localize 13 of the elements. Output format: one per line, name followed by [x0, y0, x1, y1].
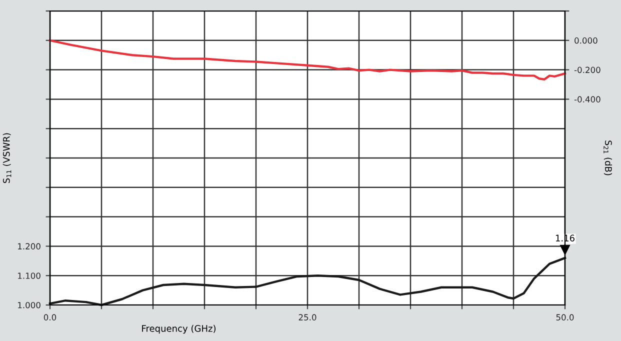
x-tick-label: 25.0: [298, 314, 316, 320]
x-tick-label: 50.0: [556, 314, 574, 320]
y2-tick-label: -0.400: [574, 96, 600, 102]
y-tick-label: 1.200: [18, 243, 40, 250]
line-series: [48, 39, 566, 80]
y2-tick-label: -0.200: [574, 66, 600, 74]
y-tick-label: 1.000: [18, 302, 40, 308]
y2-axis-title: S$_{21}$ (dB): [604, 140, 612, 176]
y-tick-label: 1.100: [18, 272, 40, 279]
y-axis-title: S$_{11}$ (VSWR): [2, 133, 12, 183]
x-axis-title: Frequency (GHz): [142, 324, 216, 334]
x-tick-label: 0.0: [44, 314, 56, 320]
y2-tick-label: 0.000: [574, 37, 598, 44]
